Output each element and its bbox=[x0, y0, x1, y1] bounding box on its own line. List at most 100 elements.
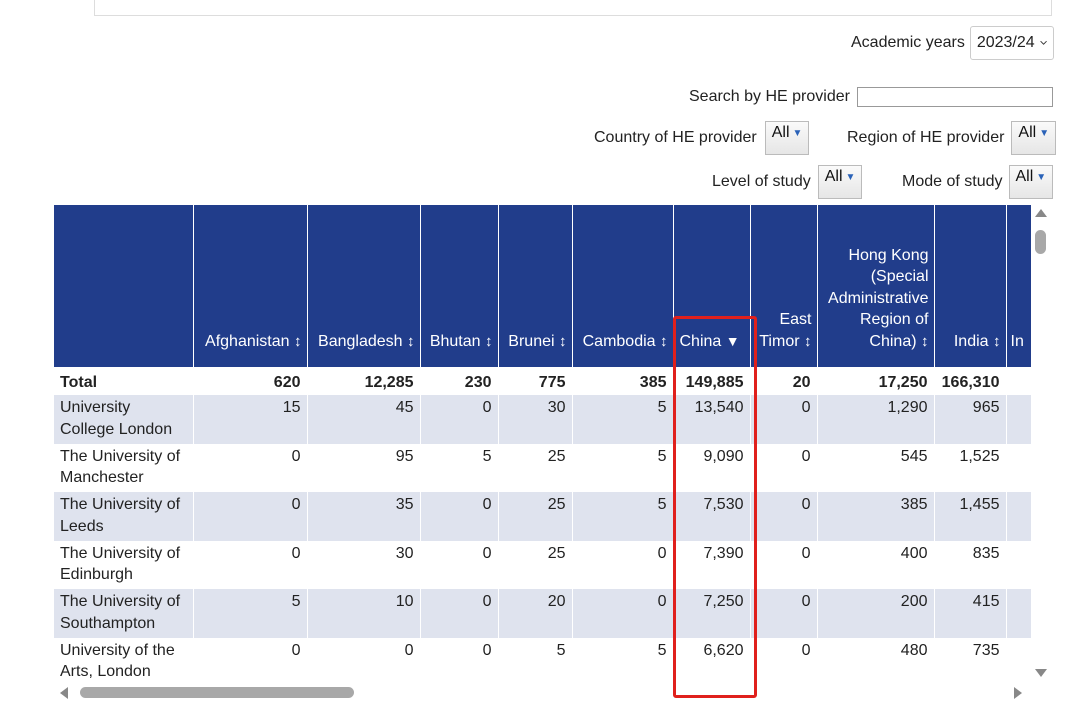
column-header-afghanistan[interactable]: Afghanistan ↕ bbox=[192, 205, 307, 367]
academic-years-label: Academic years bbox=[851, 34, 965, 51]
column-label: India bbox=[953, 332, 989, 350]
provider-name: The University of Manchester bbox=[60, 447, 181, 487]
search-filter: Search by HE provider bbox=[689, 80, 1053, 114]
country-value: All bbox=[771, 124, 790, 141]
table-body: Total 620 12,285 230 775 385 149,885 20 … bbox=[54, 367, 1031, 683]
column-header-east-timor[interactable]: East Timor ↕ bbox=[749, 205, 817, 367]
vertical-scroll-thumb[interactable] bbox=[1035, 230, 1046, 254]
cell-value: 5 bbox=[571, 492, 673, 541]
provider-name: The University of Leeds bbox=[54, 492, 193, 541]
cell-value: 400 bbox=[816, 540, 934, 589]
triangle-down-icon: ▼ bbox=[845, 172, 856, 183]
cell-value: 5 bbox=[571, 637, 673, 683]
column-header-partial[interactable]: In bbox=[1005, 205, 1031, 367]
search-input[interactable] bbox=[856, 87, 1053, 107]
region-dropdown[interactable]: All ▼ bbox=[1011, 121, 1057, 155]
level-dropdown[interactable]: All ▼ bbox=[817, 165, 863, 199]
vertical-scrollbar[interactable] bbox=[1032, 205, 1049, 683]
search-label: Search by HE provider bbox=[689, 88, 850, 105]
cell-value: 12,285 bbox=[306, 367, 420, 395]
cell-value: 835 bbox=[933, 540, 1006, 589]
table-row: The University of Manchester 0 95 5 25 5… bbox=[54, 443, 1031, 492]
cell-value: 0 bbox=[192, 540, 307, 589]
column-header-china[interactable]: China ▼ bbox=[672, 205, 750, 367]
column-header-cambodia[interactable]: Cambodia ↕ bbox=[571, 205, 673, 367]
scroll-right-arrow-icon[interactable] bbox=[1014, 687, 1022, 699]
cell-value: 6,620 bbox=[672, 637, 750, 683]
scroll-down-arrow-icon[interactable] bbox=[1035, 669, 1047, 677]
provider-name: University College London bbox=[54, 395, 193, 444]
cell-value: 20 bbox=[497, 589, 572, 638]
column-header-india[interactable]: India ↕ bbox=[933, 205, 1006, 367]
cell-value: 0 bbox=[192, 492, 307, 541]
column-label: Cambodia bbox=[582, 332, 656, 350]
provider-name: Total bbox=[60, 374, 98, 391]
cell-value: 17,250 bbox=[816, 367, 934, 395]
cell-value: 30 bbox=[497, 395, 572, 444]
chevron-down-icon bbox=[1039, 40, 1047, 45]
scroll-left-arrow-icon[interactable] bbox=[60, 687, 68, 699]
mode-filter: Mode of study All ▼ bbox=[902, 165, 1054, 199]
region-value: All bbox=[1018, 124, 1037, 141]
triangle-down-icon: ▼ bbox=[1036, 172, 1047, 183]
cell-value: 35 bbox=[306, 492, 420, 541]
provider-name: University of the Arts, London bbox=[60, 641, 175, 681]
cell-value: 7,390 bbox=[672, 540, 750, 589]
column-label: China bbox=[679, 332, 722, 350]
academic-years-value: 2023/24 bbox=[976, 34, 1035, 51]
scroll-up-arrow-icon[interactable] bbox=[1035, 209, 1047, 217]
horizontal-scrollbar[interactable] bbox=[54, 684, 1031, 702]
sort-icon: ↕ bbox=[993, 332, 1001, 350]
cell-value: 30 bbox=[306, 540, 420, 589]
cell-value: 545 bbox=[816, 443, 934, 492]
cell-value: 0 bbox=[571, 589, 673, 638]
column-label: Afghanistan bbox=[205, 332, 290, 350]
horizontal-scroll-thumb[interactable] bbox=[80, 687, 354, 698]
cell-value bbox=[1005, 637, 1031, 683]
sort-icon: ↕ bbox=[485, 332, 493, 350]
cell-value: 0 bbox=[749, 395, 817, 444]
cell-value: 5 bbox=[192, 589, 307, 638]
cell-value: 385 bbox=[571, 367, 673, 395]
column-header-hong-kong[interactable]: Hong Kong (Special Administrative Region… bbox=[816, 205, 934, 367]
cell-value: 0 bbox=[419, 637, 498, 683]
cell-value: 0 bbox=[749, 637, 817, 683]
country-dropdown[interactable]: All ▼ bbox=[764, 121, 810, 155]
column-header-bangladesh[interactable]: Bangladesh ↕ bbox=[306, 205, 420, 367]
cell-value: 25 bbox=[497, 443, 572, 492]
cell-value: 230 bbox=[419, 367, 498, 395]
sort-desc-icon: ▼ bbox=[725, 332, 740, 349]
cell-value: 480 bbox=[816, 637, 934, 683]
top-panel bbox=[94, 0, 1052, 16]
cell-value: 0 bbox=[419, 589, 498, 638]
cell-value: 25 bbox=[497, 492, 572, 541]
column-header-bhutan[interactable]: Bhutan ↕ bbox=[419, 205, 498, 367]
region-filter: Region of HE provider All ▼ bbox=[847, 121, 1057, 155]
cell-value: 7,250 bbox=[672, 589, 750, 638]
cell-value: 735 bbox=[933, 637, 1006, 683]
column-label: In bbox=[1010, 332, 1024, 350]
column-label: Hong Kong (Special Administrative Region… bbox=[828, 246, 929, 350]
cell-value: 1,290 bbox=[816, 395, 934, 444]
column-label: East Timor bbox=[759, 311, 812, 350]
data-table: Afghanistan ↕ Bangladesh ↕ Bhutan ↕ Brun… bbox=[54, 205, 1031, 683]
cell-value: 0 bbox=[419, 395, 498, 444]
cell-value: 0 bbox=[419, 540, 498, 589]
provider-name: The University of Southampton bbox=[54, 589, 193, 638]
cell-value: 0 bbox=[419, 492, 498, 541]
cell-value: 20 bbox=[749, 367, 817, 395]
column-header-provider bbox=[54, 205, 193, 367]
cell-value: 166,310 bbox=[933, 367, 1006, 395]
table-row: The University of Leeds 0 35 0 25 5 7,53… bbox=[54, 492, 1031, 541]
cell-value: 965 bbox=[933, 395, 1006, 444]
mode-dropdown[interactable]: All ▼ bbox=[1008, 165, 1054, 199]
academic-years-select[interactable]: 2023/24 bbox=[969, 26, 1054, 60]
column-header-brunei[interactable]: Brunei ↕ bbox=[497, 205, 572, 367]
provider-name: The University of Edinburgh bbox=[60, 544, 181, 584]
triangle-down-icon: ▼ bbox=[792, 128, 803, 139]
cell-value bbox=[1005, 540, 1031, 589]
cell-value: 0 bbox=[749, 443, 817, 492]
cell-value: 95 bbox=[306, 443, 420, 492]
cell-value: 5 bbox=[497, 637, 572, 683]
cell-value: 0 bbox=[306, 637, 420, 683]
